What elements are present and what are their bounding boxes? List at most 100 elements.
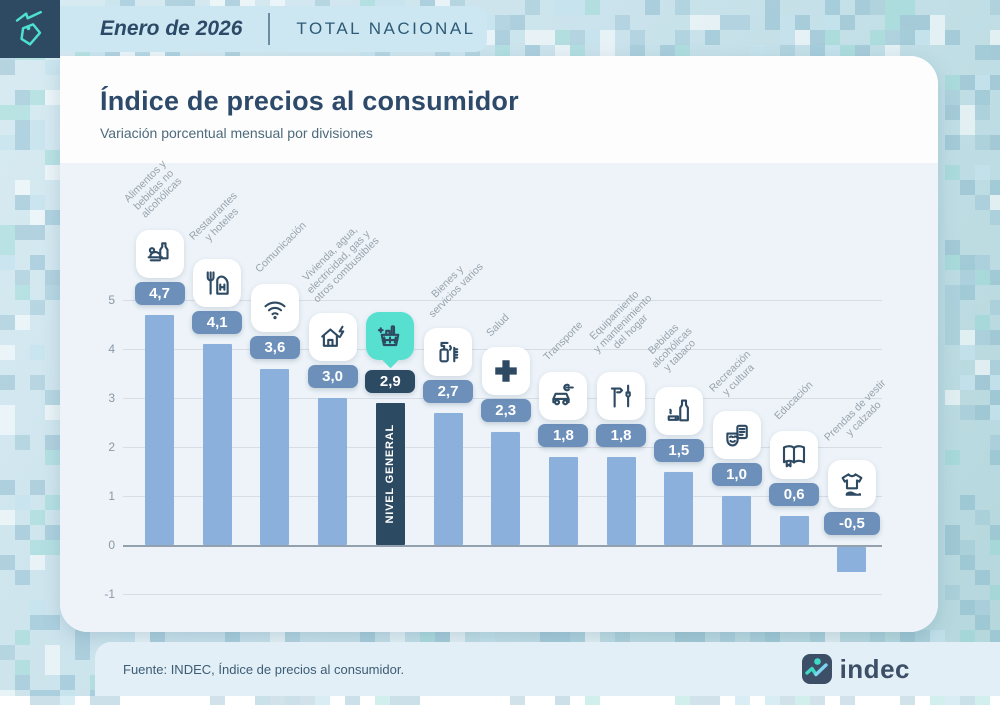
mosaic-tile: [645, 0, 660, 15]
mosaic-tile: [675, 0, 690, 15]
category-label: Transporte: [541, 319, 586, 364]
bar-house-energy: [318, 398, 348, 545]
mosaic-tile: [825, 630, 840, 645]
mosaic-tile: [15, 675, 30, 690]
tshirt-shoe-icon: [841, 473, 863, 496]
mosaic-tile: [945, 105, 960, 120]
mosaic-tile: [30, 135, 45, 150]
mosaic-tile: [135, 630, 150, 645]
mosaic-tile: [0, 480, 15, 495]
bar-theater-masks: [722, 496, 751, 545]
mosaic-tile: [990, 300, 1000, 315]
health-cross-icon: [494, 360, 517, 383]
mosaic-tile: [750, 630, 765, 645]
mosaic-tile: [30, 225, 45, 240]
mosaic-tile: [0, 345, 15, 360]
mosaic-tile: [900, 0, 915, 15]
mosaic-tile: [270, 630, 285, 645]
mosaic-tile: [0, 315, 15, 330]
mosaic-tile: [960, 105, 975, 120]
bar-food: [145, 314, 174, 545]
y-axis-tick-label: 2: [108, 440, 115, 454]
scope-label: TOTAL NACIONAL: [296, 19, 476, 38]
source-note: Fuente: INDEC, Índice de precios al cons…: [123, 661, 405, 677]
mosaic-tile: [45, 285, 60, 300]
category-icon-chip: [539, 371, 588, 420]
mosaic-tile: [555, 630, 570, 645]
mosaic-tile: [15, 630, 30, 645]
mosaic-tile: [945, 315, 960, 330]
value-badge: 4,7: [134, 281, 185, 305]
category-icon-chip: [135, 229, 184, 278]
mosaic-tile: [75, 630, 90, 645]
mosaic-tile: [960, 255, 975, 270]
mosaic-tile: [945, 450, 960, 465]
mosaic-tile: [870, 30, 885, 45]
mosaic-tile: [960, 330, 975, 345]
category-label: Comunicación: [253, 219, 309, 276]
mosaic-tile: [45, 90, 60, 105]
mosaic-tile: [420, 630, 435, 645]
mosaic-tile: [0, 240, 15, 255]
mosaic-tile: [975, 75, 990, 90]
value-badge: 2,3: [480, 399, 531, 423]
mosaic-tile: [15, 105, 30, 120]
mosaic-tile: [960, 495, 975, 510]
mosaic-tile: [915, 15, 930, 30]
category-icon-chip: [827, 460, 876, 508]
mosaic-tile: [525, 0, 540, 15]
mosaic-tile: [15, 525, 30, 540]
value-badge: 2,9: [365, 369, 416, 393]
mosaic-tile: [45, 645, 60, 660]
category-icon-chip: [193, 259, 242, 308]
mosaic-tile: [30, 195, 45, 210]
mosaic-tile: [435, 630, 450, 645]
mosaic-tile: [990, 75, 1000, 90]
mosaic-tile: [0, 375, 15, 390]
mosaic-tile: [975, 600, 990, 615]
restaurant-icon: [206, 271, 229, 295]
mosaic-tile: [990, 30, 1000, 45]
mosaic-tile: [30, 510, 45, 525]
mosaic-tile: [945, 330, 960, 345]
mosaic-tile: [930, 630, 945, 645]
mosaic-tile: [825, 0, 840, 15]
mosaic-tile: [945, 585, 960, 600]
mosaic-tile: [975, 405, 990, 420]
bar-tools: [606, 456, 636, 545]
mosaic-tile: [945, 255, 960, 270]
mosaic-tile: [30, 90, 45, 105]
mosaic-tile: [555, 30, 570, 45]
mosaic-tile: [0, 555, 15, 570]
mosaic-tile: [675, 30, 690, 45]
bar-tshirt-shoe: [837, 547, 867, 572]
category-icon-chip: [597, 371, 646, 420]
value-badge: 2,7: [423, 379, 473, 403]
category-label: Salud: [483, 311, 512, 339]
value-badge: 3,0: [307, 365, 358, 388]
mosaic-tile: [900, 15, 915, 30]
mosaic-tile: [225, 630, 240, 645]
mosaic-tile: [960, 375, 975, 390]
mosaic-tile: [975, 255, 990, 270]
mosaic-tile: [30, 255, 45, 270]
mosaic-tile: [45, 450, 60, 465]
mosaic-tile: [15, 660, 30, 675]
mosaic-tile: [720, 630, 735, 645]
mosaic-tile: [15, 315, 30, 330]
y-axis-tick-label: 0: [108, 538, 115, 552]
bar-car: [548, 456, 578, 545]
y-axis-tick-label: 4: [108, 342, 115, 356]
mosaic-tile: [15, 435, 30, 450]
mosaic-tile: [570, 30, 585, 45]
indec-logo: indec: [801, 653, 910, 685]
bar-restaurant: [202, 344, 232, 545]
page-subtitle: Variación porcentual mensual por divisio…: [100, 125, 373, 141]
mosaic-tile: [15, 570, 30, 585]
mosaic-tile: [45, 540, 60, 555]
brand-logo-square: [0, 0, 60, 58]
mosaic-tile: [975, 315, 990, 330]
mosaic-tile: [45, 150, 60, 165]
wifi-icon: [264, 301, 286, 319]
mosaic-tile: [975, 375, 990, 390]
